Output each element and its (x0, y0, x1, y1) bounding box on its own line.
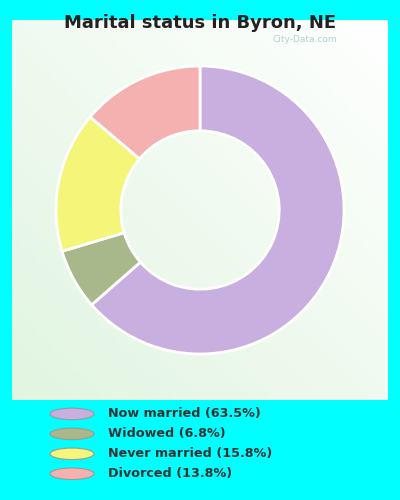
Circle shape (50, 428, 94, 440)
Wedge shape (90, 66, 200, 159)
Text: City-Data.com: City-Data.com (273, 35, 338, 44)
Text: Now married (63.5%): Now married (63.5%) (108, 408, 261, 420)
Text: Divorced (13.8%): Divorced (13.8%) (108, 467, 232, 480)
Circle shape (50, 408, 94, 420)
Text: Widowed (6.8%): Widowed (6.8%) (108, 428, 226, 440)
Circle shape (50, 468, 94, 479)
Text: Marital status in Byron, NE: Marital status in Byron, NE (64, 14, 336, 32)
Wedge shape (56, 117, 140, 252)
Circle shape (50, 448, 94, 460)
Wedge shape (62, 232, 140, 305)
Text: Never married (15.8%): Never married (15.8%) (108, 448, 272, 460)
Wedge shape (92, 66, 344, 354)
